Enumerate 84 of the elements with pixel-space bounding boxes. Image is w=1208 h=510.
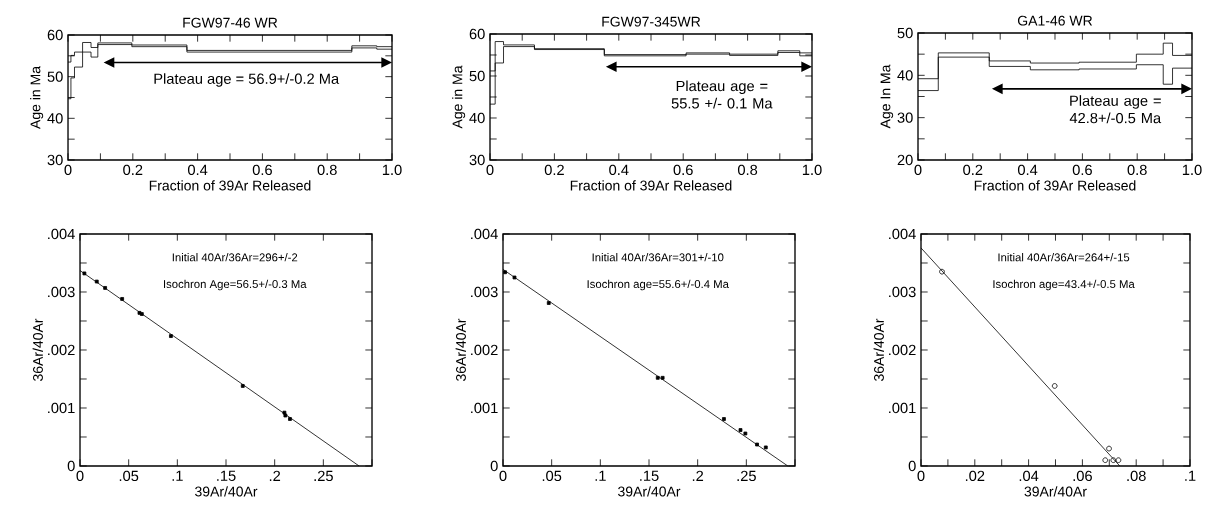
x-axis-title: Fraction of 39Ar Released [974, 180, 1136, 191]
y-tick-label: .001 [48, 402, 75, 414]
x-axis-title: Fraction of 39Ar Released [149, 180, 311, 191]
y-axis-title: 36Ar/40Ar [873, 318, 884, 381]
x-tick-label: .05 [542, 470, 562, 482]
y-tick-label: 0 [490, 460, 498, 472]
y-tick-label: .003 [48, 286, 75, 298]
x-tick-label: 1.0 [1182, 164, 1202, 176]
x-tick-label: .2 [692, 470, 704, 481]
x-axis-title: 39Ar/40Ar [195, 486, 258, 497]
y-tick-label: 40 [897, 70, 913, 81]
x-tick-label: .15 [217, 470, 236, 481]
annotation: Plateau age = 55.5 +/- 0.1 Ma [671, 80, 773, 109]
y-tick-label: 0 [67, 460, 75, 472]
y-tick-label: .001 [471, 402, 498, 414]
y-tick-label: 40 [469, 112, 485, 124]
x-tick-label: 0 [917, 470, 925, 482]
x-tick-label: .2 [269, 470, 281, 481]
y-tick-label: .002 [471, 344, 498, 356]
x-tick-label: .05 [119, 470, 139, 482]
y-tick-label: .001 [889, 402, 916, 414]
chart-title: GA1-46 WR [1017, 15, 1093, 26]
annotation: Isochron age=43.4+/-0.5 Ma [993, 279, 1135, 291]
x-axis-title: 39Ar/40Ar [618, 486, 681, 497]
x-tick-label: 0.6 [252, 164, 272, 176]
y-tick-label: 20 [897, 154, 913, 166]
x-tick-label: 0 [499, 470, 507, 482]
y-tick-label: 30 [469, 154, 485, 166]
y-tick-label: 50 [469, 70, 485, 82]
x-tick-label: 0.2 [544, 164, 564, 176]
x-tick-label: 0 [76, 470, 84, 482]
y-axis-title: 36Ar/40Ar [455, 318, 466, 381]
y-tick-label: 30 [47, 154, 63, 166]
x-tick-label: 1.0 [382, 164, 402, 176]
x-tick-label: 0.2 [963, 164, 983, 176]
x-tick-label: .25 [737, 470, 756, 482]
annotation: Plateau age = 42.8+/-0.5 Ma [1069, 95, 1162, 124]
x-tick-label: 0.8 [1127, 164, 1147, 176]
x-axis-title: 39Ar/40Ar [1024, 486, 1087, 497]
x-tick-label: .02 [965, 470, 985, 482]
y-axis-title: Age In Ma [880, 64, 894, 129]
x-tick-label: 1.0 [802, 164, 822, 176]
x-axis-title: Fraction of 39Ar Released [570, 180, 732, 191]
y-tick-label: 60 [47, 29, 63, 41]
x-tick-label: 0.8 [737, 164, 758, 176]
y-tick-label: .002 [889, 344, 916, 356]
y-tick-label: 0 [908, 460, 916, 472]
x-tick-label: .08 [1127, 470, 1146, 482]
y-axis-title: Age in Ma [30, 66, 44, 129]
y-tick-label: 50 [47, 71, 63, 82]
annotation: Isochron age=55.6+/-0.4 Ma [587, 279, 729, 291]
annotation: Initial 40Ar/36Ar=264+/-15 [998, 253, 1130, 262]
y-tick-label: .002 [48, 344, 75, 356]
x-tick-label: 0.4 [609, 164, 629, 176]
y-tick-label: 60 [469, 28, 485, 40]
y-tick-label: .004 [889, 228, 916, 240]
annotation: Initial 40Ar/36Ar=296+/-2 [172, 253, 298, 262]
x-tick-label: .15 [640, 470, 659, 481]
annotation: Initial 40Ar/36Ar=301+/-10 [592, 253, 724, 262]
y-tick-label: 40 [47, 113, 63, 124]
chart-title: FGW97-46 WR [183, 17, 278, 28]
y-axis-title: Age in Ma [452, 65, 466, 129]
x-tick-label: 0.8 [317, 164, 337, 176]
x-tick-label: 0.6 [673, 164, 693, 176]
y-tick-label: .003 [471, 286, 498, 298]
x-tick-label: .1 [1185, 470, 1196, 481]
x-tick-label: .04 [1019, 470, 1039, 482]
x-tick-label: .1 [172, 470, 183, 481]
y-tick-label: .003 [889, 286, 916, 298]
annotation: Isochron Age=56.5+/-0.3 Ma [163, 279, 307, 291]
x-tick-label: .06 [1073, 470, 1092, 482]
x-tick-label: 0.6 [1072, 164, 1092, 176]
x-tick-label: 0.2 [123, 164, 143, 176]
x-tick-label: .25 [314, 470, 333, 482]
y-tick-label: 30 [897, 112, 913, 123]
y-tick-label: 50 [897, 27, 913, 39]
y-tick-label: .004 [471, 228, 498, 240]
x-tick-label: 0.4 [187, 164, 208, 176]
annotation: Plateau age = 56.9+/-0.2 Ma [154, 73, 340, 87]
y-axis-title: 36Ar/40Ar [32, 318, 43, 381]
x-tick-label: .1 [595, 470, 606, 481]
x-tick-label: 0.4 [1017, 164, 1038, 176]
chart-title: FGW97-345WR [602, 16, 701, 27]
y-tick-label: .004 [48, 228, 75, 240]
